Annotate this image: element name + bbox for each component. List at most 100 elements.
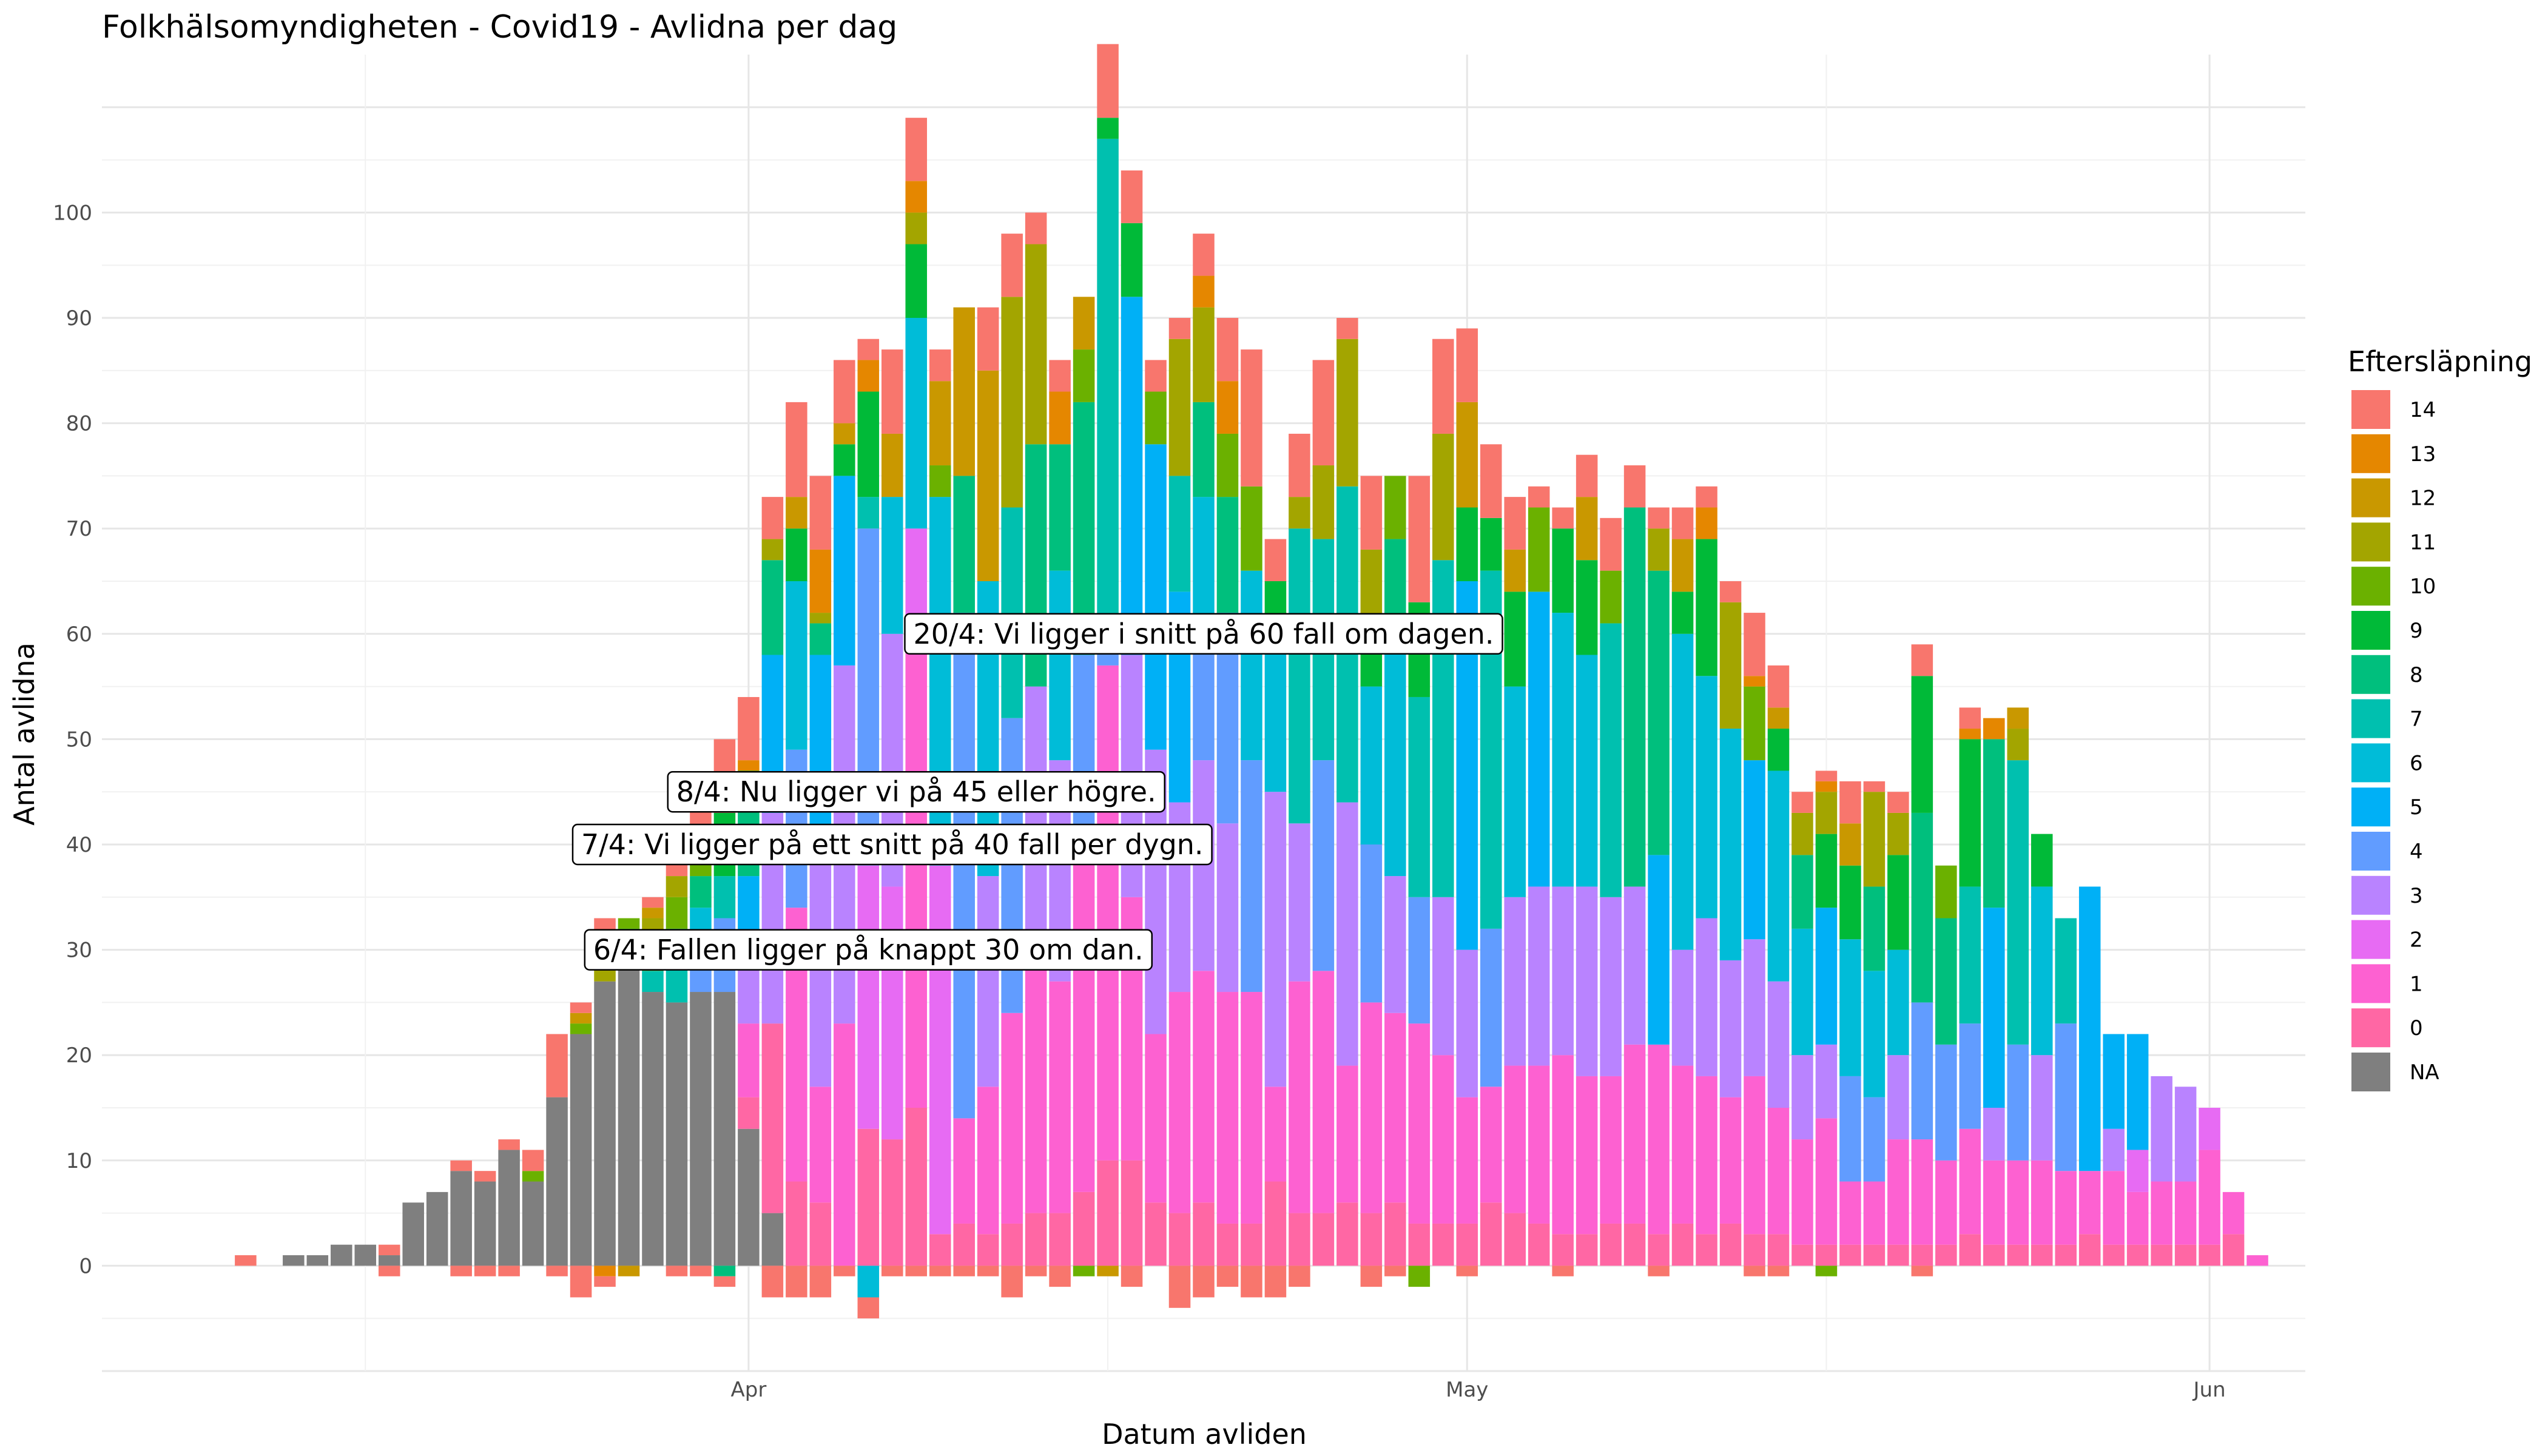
bar-segment-1 [1312, 971, 1335, 1213]
y-tick-label: 0 [79, 1254, 92, 1278]
bar-segment-10 [1384, 476, 1406, 539]
bar-segment-14 [834, 360, 855, 423]
bar-segment-8 [809, 623, 832, 655]
bar-segment-12 [1767, 707, 1790, 729]
bar-segment-negative-14 [977, 1266, 999, 1276]
bar-segment-NA [522, 1181, 544, 1266]
x-axis-ticks: Apr May Jun [730, 1378, 2225, 1402]
bar-segment-0 [1744, 1234, 1765, 1266]
bar-segment-10 [1241, 486, 1262, 571]
bar-segment-0 [1073, 1191, 1095, 1266]
bar-segment-NA [594, 981, 616, 1266]
legend-key [2351, 655, 2390, 694]
bar-segment-0 [2199, 1244, 2220, 1266]
x-tick-label: May [1446, 1378, 1488, 1402]
bar-segment-negative-14 [1025, 1266, 1047, 1276]
bar-segment-9 [1839, 865, 1861, 940]
bar-segment-1 [809, 1087, 832, 1203]
bar-segment-9 [2031, 834, 2053, 887]
legend-label: 14 [2410, 398, 2436, 422]
bar-segment-8 [1216, 497, 1239, 613]
bar-segment-negative-14 [857, 1297, 880, 1319]
bar-segment-1 [1528, 1065, 1550, 1224]
bar-segment-0 [905, 1108, 928, 1266]
y-tick-label: 30 [66, 939, 92, 963]
bar-segment-6 [1552, 613, 1574, 887]
bar-segment-0 [1576, 1234, 1598, 1266]
bar-segment-1 [1504, 1065, 1526, 1213]
legend-label: 4 [2410, 840, 2423, 864]
bar-segment-5 [1121, 297, 1143, 655]
bar-segment-14 [905, 118, 928, 181]
legend-key [2351, 699, 2390, 738]
bar-segment-14 [929, 349, 951, 382]
bar-segment-0 [1504, 1213, 1526, 1266]
bar-segment-14 [570, 1002, 592, 1013]
bar-segment-10 [1935, 865, 1957, 918]
bar-segment-14 [1815, 770, 1838, 781]
bar-segment-11 [666, 876, 688, 897]
bar-segment-6 [1791, 928, 1813, 1056]
bar-segment-7 [1408, 696, 1431, 897]
bar-segment-negative-14 [690, 1266, 712, 1276]
bar-segment-0 [881, 1139, 903, 1266]
bar-segment-9 [1671, 592, 1694, 634]
bar-segment-7 [857, 497, 880, 529]
bar-segment-4 [2007, 1044, 2029, 1161]
bar-segment-12 [2007, 707, 2029, 729]
bar-segment-9 [1959, 739, 1981, 887]
bar-segment-4 [1480, 928, 1502, 1087]
bar-segment-1 [1480, 1087, 1502, 1203]
bar-segment-1 [1264, 1087, 1287, 1182]
bar-segment-6 [1863, 971, 1886, 1097]
bar-segment-0 [1312, 1213, 1335, 1266]
bar-segment-0 [2031, 1244, 2053, 1266]
bar-segment-3 [1744, 939, 1765, 1076]
bar-segment-NA [618, 939, 640, 1266]
bar-segment-negative-6 [857, 1266, 880, 1298]
bar-segment-1 [2222, 1191, 2245, 1235]
bar-segment-9 [1887, 855, 1909, 950]
bar-segment-NA [426, 1191, 448, 1266]
bar-segment-12 [977, 370, 999, 581]
bar-segment-14 [498, 1139, 520, 1150]
bar-segment-14 [1264, 539, 1287, 581]
bar-segment-14 [1193, 234, 1215, 276]
legend-key [2351, 567, 2390, 606]
bar-segment-1 [1216, 992, 1239, 1224]
bar-segment-7 [2007, 760, 2029, 1045]
bar-segment-5 [1648, 855, 1670, 1045]
bar-segment-NA [283, 1255, 305, 1266]
bar-segment-negative-14 [761, 1266, 784, 1298]
bar-segment-14 [1767, 665, 1790, 708]
bar-segment-14 [1049, 360, 1071, 392]
bar-segment-5 [1528, 592, 1550, 887]
bar-segment-1 [2246, 1255, 2268, 1266]
bar-segment-5 [1983, 908, 2005, 1108]
bar-segment-14 [1623, 465, 1646, 508]
bar-segment-0 [1456, 1223, 1478, 1266]
bar-segment-3 [1336, 802, 1358, 1066]
bar-segment-14 [235, 1255, 257, 1266]
bar-segment-14 [1456, 328, 1478, 402]
legend-key [2351, 743, 2390, 783]
legend-key [2351, 478, 2390, 517]
bar-segment-0 [738, 1097, 760, 1129]
bar-segment-6 [2031, 886, 2053, 1056]
bar-segment-8 [1623, 507, 1646, 887]
bar-segment-7 [1001, 507, 1023, 718]
bar-segment-3 [1384, 876, 1406, 1013]
bar-segment-3 [1432, 897, 1454, 1056]
bar-segment-0 [1935, 1244, 1957, 1266]
bar-segment-NA [331, 1244, 352, 1266]
bar-segment-9 [905, 244, 928, 318]
bar-segment-negative-14 [450, 1266, 472, 1276]
bar-segment-8 [1049, 444, 1071, 571]
legend-key [2351, 390, 2390, 429]
bar-segment-1 [1863, 1181, 1886, 1245]
bar-segment-12 [1576, 497, 1598, 561]
bar-segment-0 [786, 1181, 807, 1266]
legend-key [2351, 611, 2390, 650]
bar-segment-negative-14 [1360, 1266, 1383, 1287]
